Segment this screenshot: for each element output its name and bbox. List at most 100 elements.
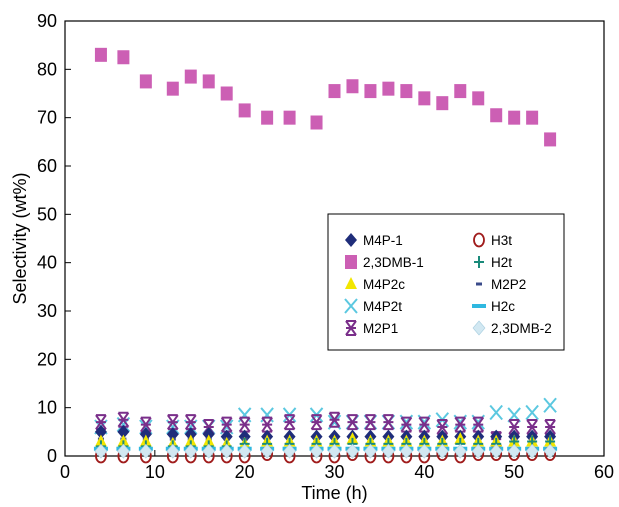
legend-label: 2,3DMB-1 <box>363 255 424 270</box>
series-layer <box>93 47 558 464</box>
data-point <box>435 443 449 459</box>
data-point <box>238 443 252 459</box>
legend-label: H2t <box>491 255 512 270</box>
data-point <box>382 443 395 459</box>
y-tick-label: 10 <box>37 398 57 418</box>
data-point <box>507 443 521 459</box>
data-point <box>489 404 503 421</box>
legend-item: 2,3DMB-2 <box>472 320 552 336</box>
y-tick-label: 90 <box>37 11 57 31</box>
y-axis-label: Selectivity (wt%) <box>10 172 30 304</box>
x-tick-label: 20 <box>235 462 255 482</box>
data-point <box>328 443 341 459</box>
data-point <box>346 443 359 459</box>
data-point <box>261 416 273 433</box>
data-point <box>417 443 431 459</box>
data-point <box>525 443 539 459</box>
data-point <box>508 419 520 435</box>
legend-item: 2,3DMB-1 <box>345 255 424 270</box>
x-tick-label: 0 <box>60 462 70 482</box>
data-point <box>117 411 130 428</box>
data-point <box>283 110 296 125</box>
x-tick-label: 30 <box>324 462 344 482</box>
data-point <box>544 419 556 435</box>
data-point <box>116 443 130 459</box>
legend-marker <box>345 233 357 247</box>
data-point <box>400 84 413 99</box>
data-point <box>94 443 108 459</box>
data-point <box>95 414 107 431</box>
legend-marker <box>472 304 486 308</box>
data-point <box>202 443 216 459</box>
data-point <box>400 416 413 433</box>
series-2-3dmb-1 <box>94 47 557 147</box>
data-point <box>283 443 296 459</box>
data-point <box>525 404 539 421</box>
legend-marker <box>473 232 485 248</box>
legend-marker <box>474 256 484 268</box>
x-axis-ticks: 0 10 20 30 40 50 60 <box>60 450 614 482</box>
legend-marker <box>476 282 482 286</box>
data-point <box>220 443 234 459</box>
legend-label: 2,3DMB-2 <box>491 321 552 336</box>
legend-label: M4P2c <box>363 277 405 292</box>
legend-label: M4P-1 <box>363 233 403 248</box>
legend-item: H2c <box>472 299 515 314</box>
data-point <box>382 414 395 431</box>
data-point <box>328 411 341 428</box>
data-point <box>399 443 413 459</box>
data-point <box>261 110 274 125</box>
series-m2p1 <box>95 411 556 448</box>
x-tick-label: 40 <box>414 462 434 482</box>
data-point <box>346 79 359 94</box>
data-point <box>418 416 431 433</box>
data-point <box>310 414 323 431</box>
y-tick-label: 70 <box>37 108 57 128</box>
legend-marker <box>345 277 357 289</box>
data-point <box>436 96 449 111</box>
data-point <box>166 443 180 459</box>
data-point <box>94 47 107 62</box>
legend-item: M4P2c <box>345 277 405 292</box>
data-point <box>346 414 359 431</box>
legend-label: M2P2 <box>491 277 526 292</box>
data-point <box>202 74 215 89</box>
legend: M4P-1 2,3DMB-1 M4P2c M4P2t M2P1 H3t H2t M2P2 H2c… <box>327 213 565 351</box>
data-point <box>364 414 377 431</box>
data-point <box>117 424 130 439</box>
legend-item: M2P2 <box>476 277 526 292</box>
data-point <box>472 91 485 106</box>
x-tick-label: 50 <box>504 462 524 482</box>
legend-item: H3t <box>473 232 512 248</box>
data-point <box>328 84 341 99</box>
legend-label: H2c <box>491 299 515 314</box>
data-point <box>238 103 251 118</box>
x-tick-label: 60 <box>594 462 614 482</box>
data-point <box>94 424 107 439</box>
data-point <box>526 110 539 125</box>
data-point <box>364 84 377 99</box>
legend-item: M4P-1 <box>345 233 403 248</box>
legend-item: M4P2t <box>344 298 402 314</box>
legend-marker <box>345 255 357 269</box>
data-point <box>310 115 323 130</box>
legend-label: H3t <box>491 233 512 248</box>
data-point <box>472 416 485 433</box>
data-point <box>526 419 538 435</box>
legend-box <box>327 213 565 351</box>
data-point <box>543 443 557 459</box>
legend-item: M2P1 <box>345 320 398 336</box>
data-point <box>544 132 557 147</box>
data-point <box>238 416 251 433</box>
data-point <box>117 50 130 65</box>
y-tick-label: 50 <box>37 204 57 224</box>
data-point <box>139 74 152 89</box>
data-point <box>453 443 467 459</box>
legend-item: H2t <box>474 255 512 270</box>
data-point <box>184 414 197 431</box>
data-point <box>418 91 431 106</box>
data-point <box>260 443 274 459</box>
data-point <box>139 443 153 459</box>
y-tick-label: 30 <box>37 301 57 321</box>
series-2-3dmb-2 <box>94 443 557 459</box>
